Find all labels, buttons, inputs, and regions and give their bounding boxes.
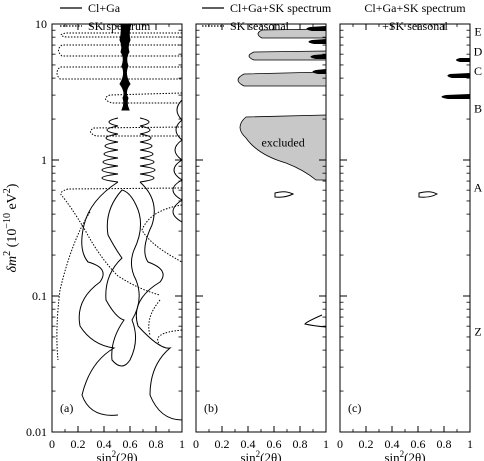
x-axis-label: sin2(2θ)	[384, 449, 425, 461]
sk-dotted-contour-2	[58, 44, 182, 57]
panel-c-frame	[339, 23, 471, 433]
panel-b-black-region-2	[308, 39, 326, 44]
clga-oscillating-band	[101, 117, 156, 183]
legend-text: SK seasonal	[230, 19, 290, 33]
x-axis-label-exp: 2	[400, 449, 405, 459]
region-label: B	[474, 101, 482, 115]
y-axis-label-part: (10	[5, 229, 20, 251]
panel-b-black-region-1	[306, 26, 326, 31]
clga-contour-outer-left	[78, 181, 119, 416]
panel-b-shaded-band-2	[237, 71, 327, 87]
sk-dotted-contour-10	[157, 329, 183, 346]
x-axis-label: sin2(2θ)	[240, 449, 281, 461]
legend-text: Cl+Ga+SK spectrum	[230, 1, 332, 15]
x-axis-label-arg: (2θ)	[260, 450, 281, 461]
x-axis-label-base: sin	[96, 450, 112, 461]
x-tick-label: 0.8	[293, 437, 308, 451]
x-tick-label: 0	[49, 437, 55, 451]
x-axis-label-base: sin	[384, 450, 400, 461]
x-axis-label-base: sin	[240, 450, 256, 461]
panel-b-black-region-3	[310, 54, 326, 59]
sk-dotted-contour-7	[141, 204, 183, 263]
y-axis-label-part: eV	[5, 193, 20, 213]
y-tick-label: 0.01	[26, 425, 47, 439]
sk-dotted-contour-5	[90, 126, 183, 137]
panel-c-black-region-c	[441, 94, 470, 99]
sk-dotted-contour-3	[56, 66, 182, 80]
panel-b-shaded-band-3	[248, 50, 327, 61]
y-tick-label: 0.1	[32, 289, 47, 303]
legend-text: +SK seasonal	[382, 19, 448, 33]
annotation-excluded: excluded	[261, 135, 304, 149]
panel-a-black-region	[119, 23, 132, 111]
x-tick-label: 1	[467, 437, 473, 451]
region-label: Z	[474, 324, 481, 338]
y-tick-label: 1	[41, 153, 47, 167]
x-tick-label: 0.6	[411, 437, 426, 451]
x-tick-label: 0.2	[215, 437, 230, 451]
sk-dotted-contour-1	[60, 32, 182, 38]
region-label: C	[474, 64, 482, 78]
x-tick-label: 0.4	[97, 437, 112, 451]
panel-c-shapes	[418, 58, 470, 198]
y-axis-label-part: 2	[2, 251, 13, 256]
panel-c-contour-a	[418, 191, 439, 198]
x-tick-label: 0.8	[149, 437, 164, 451]
y-axis-label-part: 2	[2, 188, 13, 193]
x-tick-label: 0.2	[359, 437, 374, 451]
axes-layer	[51, 23, 471, 433]
sk-dotted-contour-4	[105, 92, 183, 104]
panel-a-clga	[78, 99, 183, 421]
x-tick-label: 0.4	[241, 437, 256, 451]
clga-right-oscillation	[172, 99, 183, 223]
panel-b-black-region-4	[312, 69, 326, 74]
x-axis-label-exp: 2	[112, 449, 117, 459]
x-axis-label-exp: 2	[256, 449, 261, 459]
panel-c-black-region-d	[447, 73, 470, 78]
x-axis-label-arg: (2θ)	[404, 450, 425, 461]
panel-b-excluded-region-1	[239, 114, 327, 181]
sk-dotted-contour-8	[56, 211, 91, 361]
region-label: A	[474, 180, 483, 194]
x-tick-label: 0.6	[123, 437, 138, 451]
y-axis-label-part: )	[5, 183, 20, 188]
legend-text: Cl+Ga	[88, 1, 121, 15]
panel-c-black-region-e	[456, 58, 470, 62]
y-axis-label: δm2 (10−10 eV2)	[2, 183, 20, 272]
panel-b-contour-a	[274, 191, 295, 198]
clga-contour-outer-right	[135, 181, 183, 421]
panel-a-sk-spectrum	[56, 32, 183, 361]
y-axis-label-part: −10	[2, 213, 13, 229]
y-axis-label-part: δm	[5, 256, 20, 273]
panel-tag: (c)	[348, 401, 361, 415]
legend-text: SK spectrum	[88, 19, 151, 33]
x-tick-label: 0.6	[267, 437, 282, 451]
panel-tag: (a)	[60, 401, 73, 415]
panel-a-frame	[51, 23, 183, 433]
x-tick-label: 1	[323, 437, 329, 451]
x-tick-label: 0.2	[71, 437, 86, 451]
x-tick-label: 0	[193, 437, 199, 451]
x-tick-label: 0.8	[437, 437, 452, 451]
clga-contour-inner	[105, 189, 141, 367]
sk-dotted-contour-6	[60, 187, 183, 296]
sk-dotted-contour-9	[148, 299, 161, 336]
x-axis-label: sin2(2θ)	[96, 449, 137, 461]
x-axis-label-arg: (2θ)	[116, 450, 137, 461]
x-tick-label: 0.4	[385, 437, 400, 451]
panel-tag: (b)	[204, 401, 218, 415]
y-tick-label: 10	[35, 17, 47, 31]
panel-b-shaded-band-4	[257, 28, 327, 39]
panel-a-curves	[56, 23, 183, 421]
panel-b-shapes	[237, 26, 327, 328]
x-tick-label: 1	[179, 437, 185, 451]
panel-b-contour-z	[304, 314, 327, 328]
region-label: D	[474, 44, 483, 58]
legend-text: Cl+Ga+SK spectrum	[364, 1, 466, 15]
x-tick-label: 0	[337, 437, 343, 451]
region-label: E	[474, 25, 481, 39]
